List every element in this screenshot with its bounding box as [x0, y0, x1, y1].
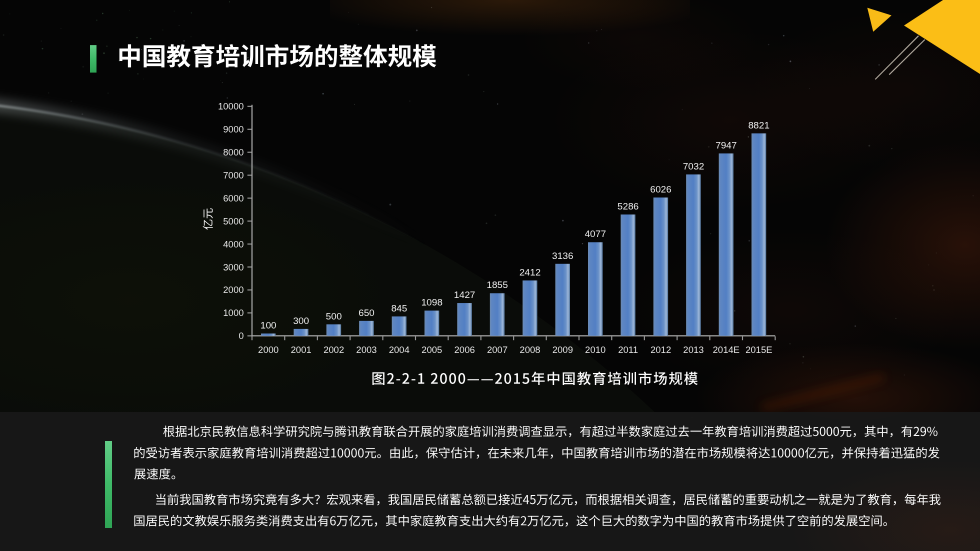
svg-text:1427: 1427	[454, 290, 475, 301]
svg-text:4000: 4000	[223, 239, 244, 249]
svg-text:5286: 5286	[617, 201, 638, 212]
svg-text:1098: 1098	[421, 298, 442, 309]
svg-text:2011: 2011	[618, 345, 638, 355]
svg-text:0: 0	[239, 331, 244, 341]
svg-text:9000: 9000	[223, 125, 244, 135]
svg-text:3136: 3136	[552, 251, 573, 262]
svg-text:3000: 3000	[223, 262, 244, 272]
svg-text:7032: 7032	[683, 161, 704, 172]
svg-text:10000: 10000	[218, 102, 244, 112]
svg-text:845: 845	[391, 303, 407, 314]
svg-text:2015E: 2015E	[745, 345, 772, 355]
svg-text:2008: 2008	[520, 345, 541, 355]
svg-text:2006: 2006	[454, 345, 475, 355]
svg-text:8821: 8821	[748, 120, 769, 131]
svg-text:6000: 6000	[223, 193, 244, 203]
svg-text:8000: 8000	[223, 148, 244, 158]
svg-text:500: 500	[326, 311, 342, 322]
svg-text:2412: 2412	[519, 267, 540, 278]
svg-text:2012: 2012	[650, 345, 671, 355]
svg-text:2005: 2005	[422, 345, 443, 355]
svg-text:4077: 4077	[585, 229, 606, 240]
svg-text:2013: 2013	[683, 345, 704, 355]
svg-text:2002: 2002	[323, 345, 344, 355]
svg-text:5000: 5000	[223, 216, 244, 226]
svg-text:300: 300	[293, 316, 309, 327]
svg-text:1000: 1000	[223, 308, 244, 318]
svg-text:2000: 2000	[258, 345, 279, 355]
svg-text:7000: 7000	[223, 170, 244, 180]
svg-text:2014E: 2014E	[713, 345, 740, 355]
svg-text:2010: 2010	[585, 345, 606, 355]
svg-text:7947: 7947	[716, 140, 737, 151]
svg-text:2000: 2000	[223, 285, 244, 295]
svg-text:1855: 1855	[487, 280, 508, 291]
svg-text:2001: 2001	[291, 345, 312, 355]
svg-text:2003: 2003	[356, 345, 377, 355]
svg-text:100: 100	[260, 321, 276, 332]
svg-text:650: 650	[358, 308, 374, 319]
svg-text:6026: 6026	[650, 185, 671, 196]
svg-text:2009: 2009	[552, 345, 573, 355]
svg-text:2004: 2004	[389, 345, 410, 355]
svg-text:2007: 2007	[487, 345, 508, 355]
